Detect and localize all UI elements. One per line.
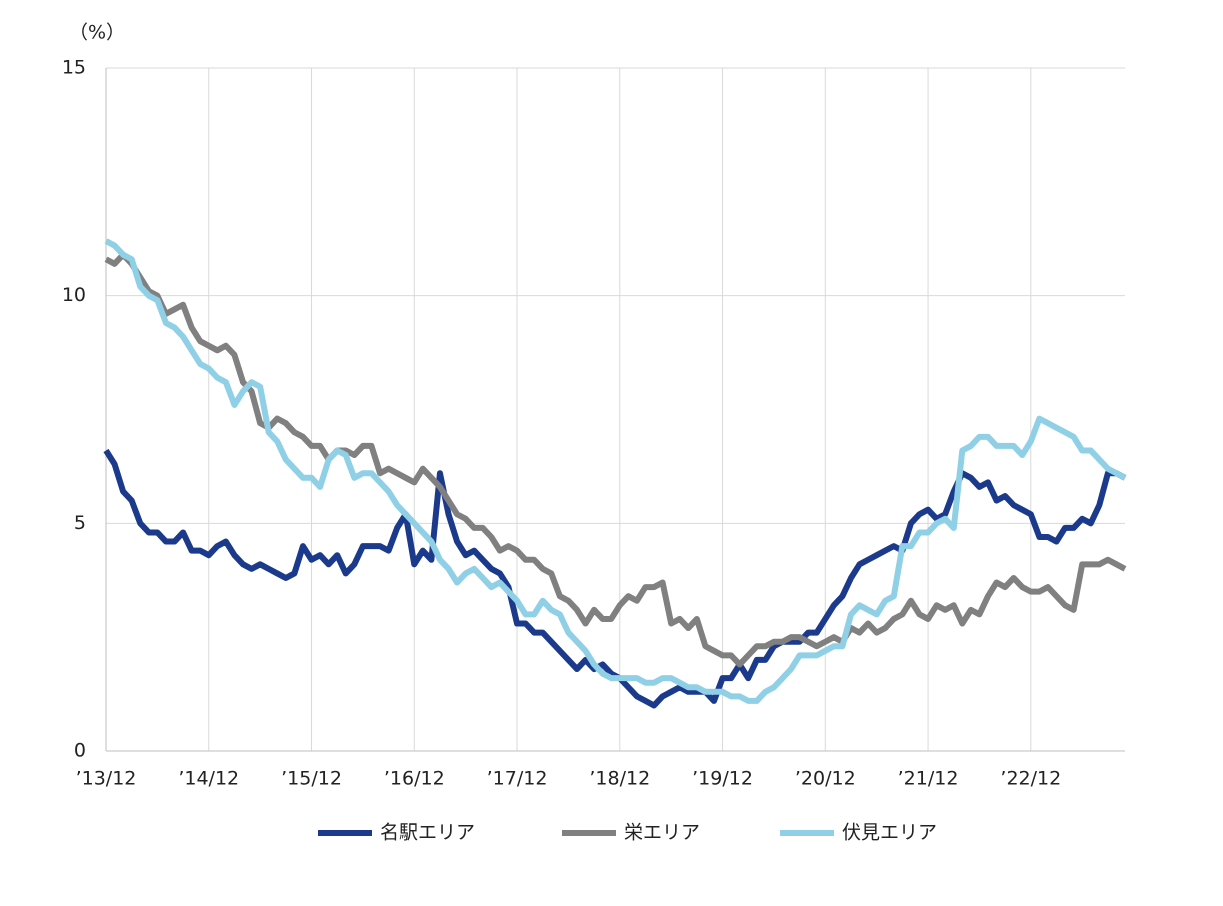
series-line (103, 448, 1127, 709)
y-axis-label: （%） (69, 22, 125, 44)
y-tick-label: 5 (74, 512, 86, 534)
x-tick-label: ’13/12 (76, 768, 137, 790)
y-tick-label: 10 (62, 284, 86, 306)
x-tick-label: ’18/12 (589, 768, 650, 790)
x-tick-label: ’17/12 (487, 768, 548, 790)
x-tick-label: ’14/12 (178, 768, 239, 790)
x-tick-label: ’22/12 (1000, 768, 1061, 790)
x-tick-label: ’20/12 (795, 768, 856, 790)
legend-label: 伏見エリア (842, 822, 937, 844)
x-tick-label: ’16/12 (384, 768, 445, 790)
series-line (104, 238, 1127, 704)
y-tick-label: 15 (62, 57, 86, 79)
y-tick-label: 0 (74, 740, 86, 762)
x-tick-label: ’15/12 (281, 768, 342, 790)
x-tick-label: ’21/12 (898, 768, 959, 790)
legend-label: 名駅エリア (380, 822, 475, 844)
x-tick-label: ’19/12 (692, 768, 753, 790)
series-line (104, 251, 1127, 668)
legend-label: 栄エリア (624, 822, 700, 844)
